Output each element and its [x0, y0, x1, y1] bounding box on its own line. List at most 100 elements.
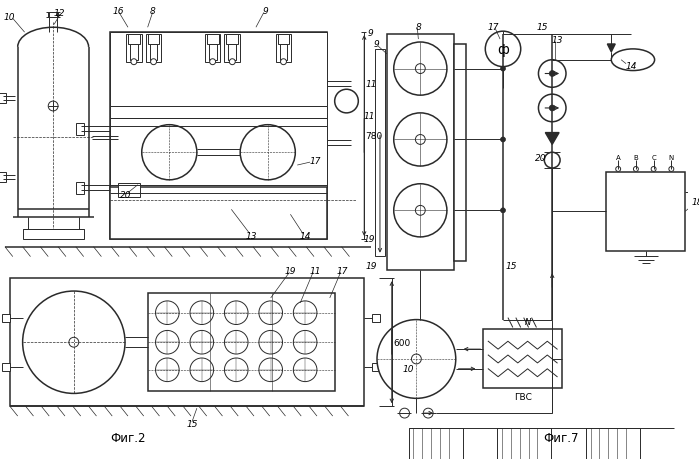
- Bar: [110, 107, 327, 119]
- Circle shape: [48, 102, 58, 112]
- Circle shape: [259, 301, 282, 325]
- Circle shape: [210, 60, 215, 65]
- Text: 20: 20: [120, 191, 131, 200]
- Bar: [0, 94, 6, 104]
- Circle shape: [150, 60, 157, 65]
- Circle shape: [538, 95, 566, 123]
- Text: 11: 11: [363, 112, 375, 121]
- Bar: [497, 428, 552, 463]
- Bar: [280, 45, 287, 61]
- Circle shape: [377, 320, 456, 399]
- Bar: [224, 35, 240, 63]
- Text: 600: 600: [393, 338, 410, 347]
- Circle shape: [259, 358, 282, 382]
- Bar: [229, 45, 236, 61]
- Circle shape: [415, 135, 425, 145]
- Text: 19: 19: [366, 262, 377, 270]
- Text: 9: 9: [367, 29, 373, 38]
- Text: 10: 10: [403, 364, 415, 374]
- Bar: [110, 119, 327, 188]
- Text: A: A: [616, 155, 621, 161]
- Circle shape: [131, 60, 137, 65]
- Bar: [75, 182, 84, 194]
- Text: 13: 13: [552, 36, 563, 44]
- Ellipse shape: [612, 50, 654, 71]
- Bar: [606, 173, 685, 251]
- Bar: [2, 314, 10, 322]
- Circle shape: [224, 358, 248, 382]
- Bar: [147, 294, 335, 392]
- Text: 17: 17: [487, 23, 499, 31]
- Bar: [387, 35, 454, 271]
- Text: 8: 8: [415, 23, 421, 31]
- Circle shape: [224, 301, 248, 325]
- Text: 13: 13: [245, 232, 257, 241]
- Circle shape: [545, 153, 560, 169]
- Circle shape: [485, 32, 521, 68]
- Bar: [128, 35, 140, 45]
- Bar: [454, 45, 466, 261]
- Polygon shape: [607, 45, 615, 53]
- Circle shape: [229, 60, 236, 65]
- Circle shape: [224, 331, 248, 354]
- Bar: [0, 173, 6, 182]
- Circle shape: [22, 291, 125, 394]
- Text: 17: 17: [337, 266, 348, 275]
- Circle shape: [424, 408, 433, 418]
- Circle shape: [500, 67, 505, 72]
- Circle shape: [156, 358, 179, 382]
- Circle shape: [394, 184, 447, 238]
- Text: ГВС: ГВС: [514, 392, 532, 401]
- Text: 17: 17: [309, 156, 321, 165]
- Bar: [483, 330, 562, 388]
- Text: 16: 16: [113, 7, 124, 16]
- Text: 14: 14: [299, 232, 311, 241]
- Circle shape: [156, 331, 179, 354]
- Text: 10: 10: [3, 13, 15, 22]
- Text: N: N: [669, 155, 674, 161]
- Circle shape: [500, 208, 505, 213]
- Bar: [207, 35, 219, 45]
- Bar: [2, 363, 10, 371]
- Text: B: B: [633, 155, 638, 161]
- Text: 15: 15: [186, 419, 198, 429]
- Text: 11: 11: [309, 266, 321, 275]
- Circle shape: [240, 125, 295, 181]
- Circle shape: [190, 331, 214, 354]
- Bar: [22, 230, 84, 239]
- Circle shape: [156, 301, 179, 325]
- Circle shape: [259, 331, 282, 354]
- Bar: [130, 45, 138, 61]
- Bar: [10, 279, 364, 407]
- Circle shape: [549, 71, 555, 77]
- Bar: [408, 428, 463, 463]
- Text: N: N: [524, 317, 531, 326]
- Bar: [275, 35, 291, 63]
- Circle shape: [294, 358, 317, 382]
- Bar: [150, 45, 157, 61]
- Bar: [147, 35, 159, 45]
- Text: 9: 9: [373, 40, 379, 50]
- Circle shape: [294, 331, 317, 354]
- Circle shape: [394, 113, 447, 167]
- Circle shape: [633, 167, 638, 172]
- Circle shape: [669, 167, 674, 172]
- Bar: [110, 33, 327, 239]
- Bar: [278, 35, 289, 45]
- Circle shape: [549, 106, 555, 112]
- Circle shape: [190, 358, 214, 382]
- Circle shape: [280, 60, 287, 65]
- Circle shape: [400, 408, 410, 418]
- Text: 780: 780: [366, 132, 382, 141]
- Circle shape: [415, 64, 425, 75]
- Text: 9: 9: [263, 7, 268, 16]
- Text: 18: 18: [691, 198, 699, 206]
- Circle shape: [651, 167, 656, 172]
- Circle shape: [69, 338, 79, 347]
- Text: 19: 19: [284, 266, 296, 275]
- Circle shape: [538, 61, 566, 88]
- Bar: [372, 314, 380, 322]
- Bar: [118, 183, 140, 197]
- Bar: [586, 428, 640, 463]
- Bar: [209, 45, 217, 61]
